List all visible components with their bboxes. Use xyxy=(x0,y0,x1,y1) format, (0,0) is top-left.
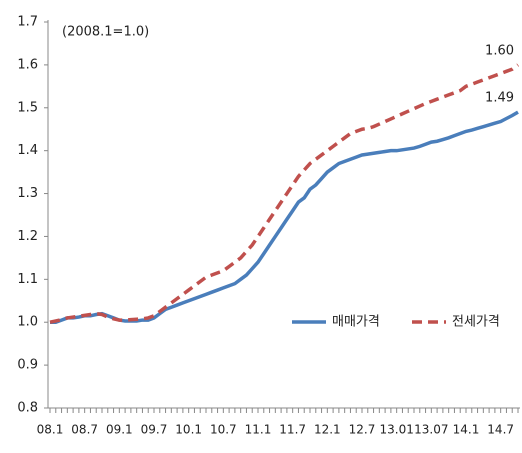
y-tick-label: 1.2 xyxy=(17,229,38,244)
x-tick-label: 10.7 xyxy=(210,423,237,437)
y-tick-label: 1.4 xyxy=(17,143,38,158)
y-tick-label: 1.5 xyxy=(17,100,38,115)
x-tick-label: 13.07 xyxy=(414,423,448,437)
x-tick-label: 14.1 xyxy=(453,423,480,437)
y-tick-label: 0.9 xyxy=(17,358,38,373)
x-tick-label: 11.7 xyxy=(279,423,306,437)
x-tick-label: 09.1 xyxy=(106,423,133,437)
series-line xyxy=(50,110,519,324)
annotation: (2008.1=1.0) xyxy=(62,25,149,40)
series-line xyxy=(49,63,520,324)
x-tick-label: 14.7 xyxy=(487,423,514,437)
y-tick-label: 1.0 xyxy=(17,315,38,330)
x-tick-label: 10.1 xyxy=(175,423,202,437)
data-label: 1.49 xyxy=(485,91,514,106)
legend-label: 매매가격 xyxy=(332,315,380,330)
data-label: 1.60 xyxy=(485,43,514,58)
y-tick-label: 1.7 xyxy=(17,15,38,30)
x-tick-label: 08.1 xyxy=(37,423,64,437)
y-tick-label: 1.6 xyxy=(17,57,38,72)
x-tick-label: 12.1 xyxy=(314,423,341,437)
legend-label: 전세가격 xyxy=(452,315,500,330)
y-tick-label: 0.8 xyxy=(17,401,38,416)
x-tick-label: 09.7 xyxy=(141,423,168,437)
x-tick-label: 13.01 xyxy=(379,423,413,437)
x-tick-label: 12.7 xyxy=(349,423,376,437)
x-tick-label: 08.7 xyxy=(71,423,98,437)
x-tick-label: 11.1 xyxy=(245,423,272,437)
y-tick-label: 1.1 xyxy=(17,272,38,287)
y-tick-label: 1.3 xyxy=(17,186,38,201)
